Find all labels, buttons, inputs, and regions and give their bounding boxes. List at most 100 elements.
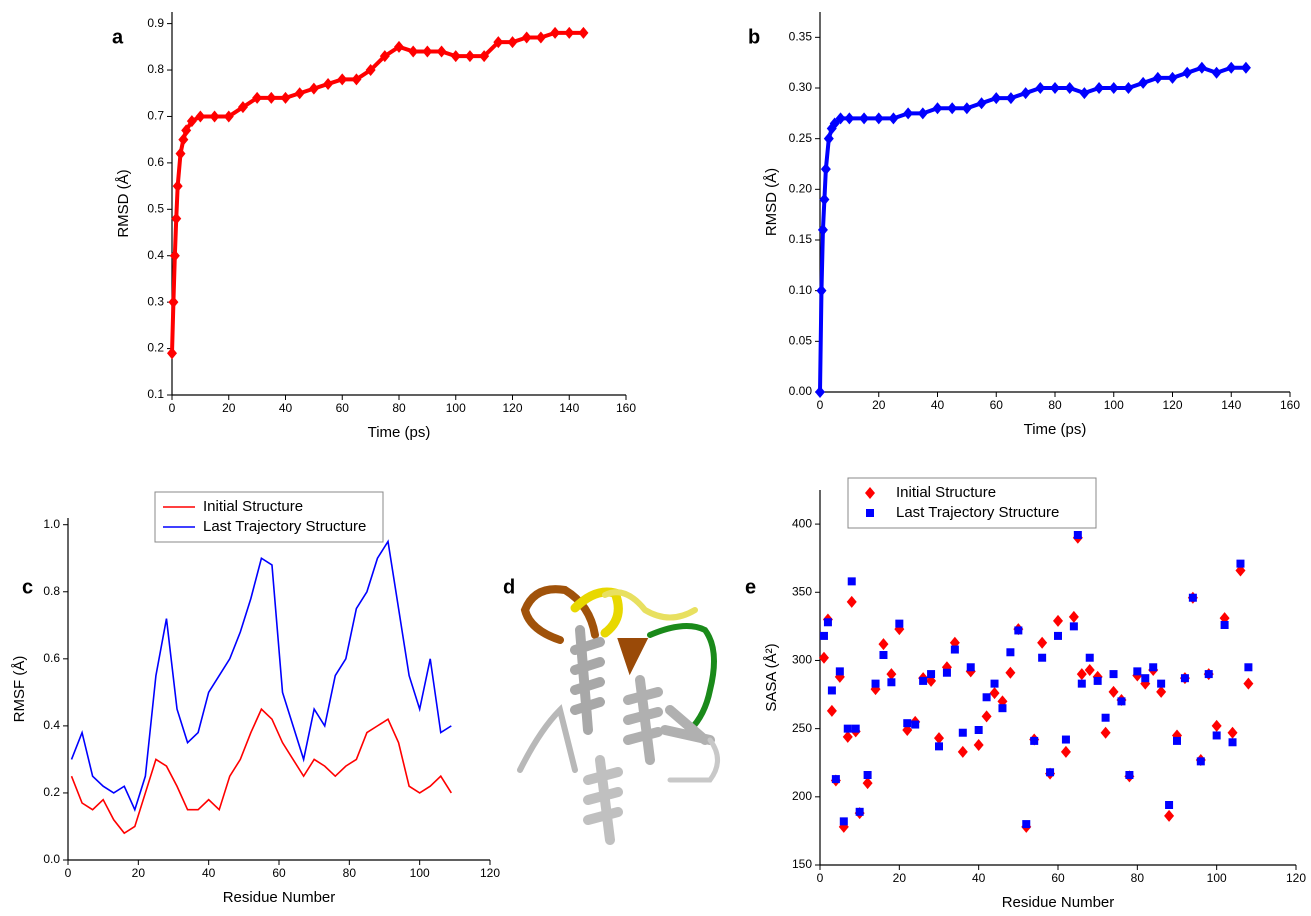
- x-tick-label: 40: [202, 866, 216, 880]
- legend-box: [847, 477, 1097, 529]
- legend-label: Initial Structure: [896, 484, 996, 501]
- marker: [976, 97, 987, 110]
- marker: [991, 92, 1002, 105]
- marker: [178, 133, 189, 146]
- marker: [820, 163, 831, 176]
- x-tick-label: 0: [817, 871, 824, 885]
- y-tick-label: 1.0: [43, 517, 60, 531]
- y-tick-label: 0.20: [789, 182, 813, 196]
- marker: [934, 732, 944, 745]
- marker: [816, 284, 827, 297]
- marker: [167, 347, 177, 360]
- marker: [974, 726, 983, 734]
- x-tick-label: 20: [132, 866, 146, 880]
- marker: [1069, 622, 1078, 631]
- marker: [903, 719, 912, 728]
- marker: [927, 670, 936, 679]
- y-tick-label: 0.1: [147, 387, 164, 401]
- marker: [1079, 87, 1090, 100]
- panel-letter: c: [22, 576, 33, 598]
- marker: [846, 595, 857, 608]
- marker: [878, 638, 889, 651]
- y-tick-label: 400: [792, 516, 812, 530]
- marker: [1076, 668, 1087, 681]
- y-tick-label: 0.25: [789, 131, 813, 145]
- y-tick-label: 0.6: [147, 155, 164, 169]
- marker: [1164, 809, 1175, 822]
- y-tick-label: 0.8: [147, 62, 164, 76]
- marker: [842, 730, 853, 743]
- marker: [863, 771, 872, 779]
- marker: [1180, 674, 1189, 683]
- marker: [1152, 71, 1163, 84]
- marker: [831, 775, 840, 784]
- marker: [903, 107, 914, 120]
- marker: [450, 50, 461, 63]
- marker: [1117, 697, 1126, 706]
- x-axis-title: Residue Number: [1002, 894, 1115, 911]
- y-tick-label: 0.4: [147, 248, 164, 262]
- marker: [1060, 745, 1071, 758]
- y-tick-label: 0.3: [147, 294, 164, 308]
- marker: [280, 91, 291, 104]
- series-line: [818, 65, 1246, 393]
- marker: [1005, 92, 1016, 105]
- y-tick-label: 0.0: [43, 852, 60, 866]
- marker: [935, 742, 943, 751]
- marker: [835, 667, 844, 676]
- x-tick-label: 120: [1162, 398, 1182, 412]
- marker: [950, 645, 959, 654]
- marker: [932, 102, 943, 115]
- marker: [843, 724, 852, 733]
- x-axis-title: Residue Number: [223, 889, 336, 906]
- y-tick-label: 200: [792, 789, 812, 803]
- marker: [1141, 674, 1150, 683]
- y-tick-label: 0.4: [43, 718, 60, 732]
- x-tick-label: 120: [1286, 871, 1306, 885]
- legend-label: Last Trajectory Structure: [203, 518, 366, 535]
- marker: [1243, 677, 1254, 690]
- marker: [847, 577, 856, 586]
- panel-letter: b: [748, 26, 760, 48]
- x-tick-label: 60: [272, 866, 286, 880]
- x-tick-label: 20: [893, 871, 907, 885]
- marker: [168, 296, 179, 309]
- marker: [337, 73, 348, 86]
- marker: [1165, 801, 1174, 809]
- marker: [379, 50, 390, 63]
- marker: [879, 651, 888, 659]
- x-tick-label: 120: [480, 866, 500, 880]
- marker: [1212, 731, 1221, 740]
- marker: [1068, 610, 1079, 623]
- marker: [961, 102, 972, 115]
- x-tick-label: 160: [616, 401, 636, 415]
- marker: [1093, 676, 1102, 685]
- marker: [851, 724, 860, 733]
- x-tick-label: 20: [222, 401, 236, 415]
- marker: [989, 687, 1000, 700]
- marker: [1022, 820, 1031, 829]
- marker: [990, 679, 999, 688]
- legend-box: [154, 491, 384, 543]
- y-tick-label: 0.30: [789, 80, 813, 94]
- y-tick-label: 0.15: [789, 232, 813, 246]
- x-tick-label: 80: [1131, 871, 1145, 885]
- y-tick-label: 150: [792, 857, 812, 871]
- y-tick-label: 0.05: [789, 334, 813, 348]
- marker: [844, 112, 855, 125]
- marker: [550, 26, 561, 39]
- marker: [1085, 653, 1094, 662]
- x-tick-label: 140: [1221, 398, 1241, 412]
- marker: [888, 112, 899, 125]
- y-tick-label: 0.9: [147, 16, 164, 30]
- marker: [1101, 713, 1110, 722]
- marker: [578, 26, 589, 39]
- panel-letter: e: [745, 576, 756, 598]
- marker: [1157, 679, 1166, 688]
- marker: [323, 77, 334, 90]
- marker: [887, 678, 896, 687]
- marker: [1125, 771, 1134, 779]
- marker: [1038, 653, 1047, 662]
- marker: [1182, 66, 1193, 79]
